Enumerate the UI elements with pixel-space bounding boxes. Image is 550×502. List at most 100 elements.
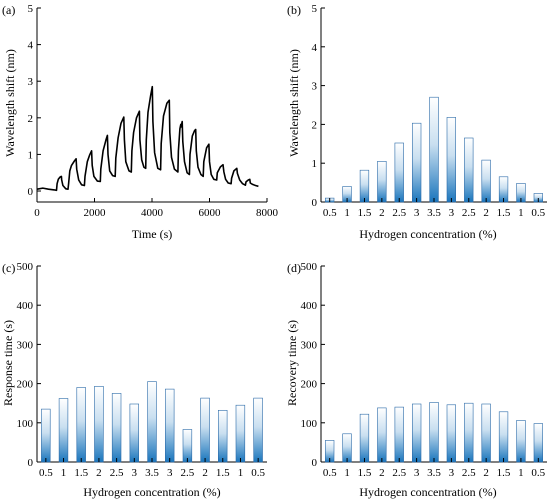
x-tick-label: 0.5 — [323, 207, 337, 219]
bar — [111, 393, 122, 463]
bar — [359, 413, 370, 463]
bar — [464, 402, 474, 463]
bar — [498, 411, 509, 463]
bar — [533, 423, 543, 463]
x-tick-label: 1 — [238, 467, 244, 479]
bar — [200, 397, 210, 463]
panel-d: (d) Hydrogen concentration (%) Recovery … — [285, 261, 547, 499]
y-tick-label: 0 — [28, 457, 34, 469]
series-line — [36, 85, 259, 192]
x-tick-label: 1 — [518, 207, 524, 219]
x-axis-label: Hydrogen concentration (%) — [359, 227, 496, 241]
x-tick-label: 1.5 — [358, 207, 372, 219]
x-tick-label: 3 — [449, 207, 455, 219]
bar — [446, 404, 456, 463]
bar — [76, 387, 86, 463]
x-tick-label: 3 — [449, 467, 455, 479]
y-tick-label: 4 — [312, 42, 318, 54]
y-tick-label: 1 — [312, 158, 318, 170]
x-tick-label: 2 — [202, 467, 208, 479]
bar — [377, 407, 387, 463]
y-tick-label: 3 — [312, 81, 318, 93]
bar — [165, 388, 175, 463]
panel-c: (c) Hydrogen concentration (%) Response … — [1, 261, 267, 499]
bar — [411, 403, 422, 463]
bar — [58, 398, 69, 463]
y-tick-label: 300 — [17, 339, 34, 351]
x-tick-label: 3.5 — [427, 467, 441, 479]
y-tick-label: 200 — [301, 379, 318, 391]
x-axis-label: Time (s) — [132, 227, 173, 241]
y-tick-label: 200 — [17, 379, 34, 391]
bar — [94, 385, 104, 463]
x-tick-label: 0.5 — [531, 467, 545, 479]
x-tick-label: 1 — [61, 467, 67, 479]
y-tick-label: 0 — [28, 186, 34, 198]
x-tick-label: 2 — [379, 207, 385, 219]
bar — [516, 420, 526, 463]
x-tick-label: 1.5 — [497, 207, 511, 219]
x-tick-label: 2 — [379, 467, 385, 479]
x-tick-label: 2 — [483, 467, 489, 479]
x-tick-label: 2 — [96, 467, 102, 479]
bar — [342, 433, 352, 463]
bar — [411, 122, 422, 203]
x-tick-label: 2.5 — [110, 467, 124, 479]
bar — [429, 402, 439, 463]
bar — [377, 161, 387, 203]
x-tick-label: 1.5 — [358, 467, 372, 479]
panel-label: (d) — [287, 261, 301, 275]
x-tick-label: 2 — [483, 207, 489, 219]
y-tick-label: 1 — [28, 149, 34, 161]
y-tick-label: 500 — [17, 261, 34, 273]
panel-label: (b) — [287, 3, 301, 17]
x-axis-label: Hydrogen concentration (%) — [83, 485, 220, 499]
y-tick-label: 2 — [312, 119, 318, 131]
x-tick-label: 2000 — [84, 207, 107, 219]
y-tick-label: 500 — [301, 261, 318, 273]
x-tick-label: 1.5 — [74, 467, 88, 479]
x-tick-label: 1 — [344, 207, 350, 219]
bar — [147, 381, 157, 463]
bar — [129, 403, 139, 463]
y-tick-label: 5 — [312, 3, 318, 15]
x-tick-label: 1.5 — [216, 467, 230, 479]
panel-label: (c) — [2, 261, 15, 275]
y-tick-label: 100 — [301, 418, 318, 430]
x-tick-label: 0.5 — [323, 467, 337, 479]
bar — [446, 117, 456, 203]
y-tick-label: 2 — [28, 113, 34, 125]
x-tick-label: 3 — [167, 467, 173, 479]
bar — [182, 429, 193, 463]
x-tick-label: 1 — [518, 467, 524, 479]
y-axis-label: Wavelength shift (nm) — [3, 49, 17, 157]
panel-b: (b) Hydrogen concentration (%) Wavelengt… — [287, 3, 547, 241]
x-tick-label: 0.5 — [251, 467, 265, 479]
y-tick-label: 0 — [312, 457, 318, 469]
x-tick-label: 3.5 — [145, 467, 159, 479]
bar — [394, 406, 404, 463]
bar — [464, 137, 474, 203]
y-tick-label: 4 — [28, 40, 34, 52]
y-tick-label: 5 — [28, 3, 34, 15]
bar — [235, 404, 246, 463]
y-axis-label: Wavelength shift (nm) — [287, 49, 301, 157]
y-tick-label: 400 — [301, 300, 318, 312]
y-tick-label: 3 — [28, 76, 34, 88]
bar — [481, 159, 491, 203]
x-tick-label: 2.5 — [462, 207, 476, 219]
bar — [253, 397, 263, 463]
x-tick-label: 0 — [34, 207, 40, 219]
x-tick-label: 8000 — [256, 207, 279, 219]
bar — [481, 403, 491, 463]
x-axis-label: Hydrogen concentration (%) — [359, 485, 496, 499]
y-axis-label: Response time (s) — [1, 320, 15, 406]
y-tick-label: 400 — [17, 300, 34, 312]
y-tick-label: 300 — [301, 339, 318, 351]
bar — [429, 96, 439, 203]
bar — [218, 409, 228, 463]
y-tick-label: 100 — [17, 418, 34, 430]
x-tick-label: 1.5 — [497, 467, 511, 479]
bar — [41, 408, 51, 463]
